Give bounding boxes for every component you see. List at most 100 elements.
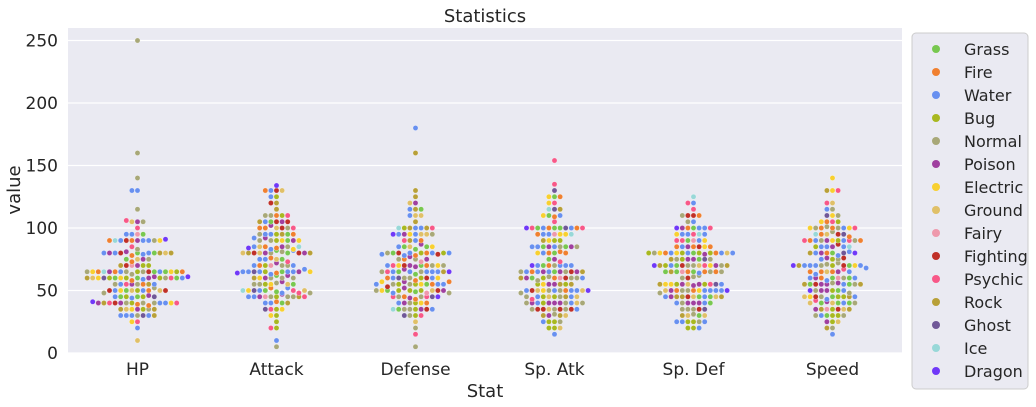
data-point bbox=[395, 293, 402, 300]
legend-label: Ground bbox=[964, 201, 1023, 220]
data-point bbox=[129, 300, 135, 306]
data-point bbox=[546, 312, 552, 319]
data-point bbox=[812, 225, 819, 231]
plot-area bbox=[68, 28, 902, 353]
data-point bbox=[824, 212, 830, 219]
data-point bbox=[846, 243, 853, 250]
data-point bbox=[273, 225, 280, 231]
data-point bbox=[546, 250, 552, 256]
data-point bbox=[268, 193, 274, 200]
data-point bbox=[134, 150, 141, 156]
data-point bbox=[412, 193, 419, 200]
data-point bbox=[140, 306, 146, 312]
data-point bbox=[273, 206, 280, 212]
data-point bbox=[679, 275, 686, 281]
data-point bbox=[818, 287, 825, 294]
data-point bbox=[651, 262, 658, 269]
data-point bbox=[701, 237, 708, 244]
data-point bbox=[407, 237, 413, 244]
data-point bbox=[846, 225, 853, 231]
data-point bbox=[835, 293, 841, 300]
data-point bbox=[145, 292, 152, 299]
data-point bbox=[140, 276, 146, 282]
data-point bbox=[540, 275, 547, 281]
data-point bbox=[724, 250, 730, 256]
data-point bbox=[84, 275, 90, 281]
data-point bbox=[546, 256, 552, 262]
x-tick-label: HP bbox=[126, 360, 149, 380]
data-point bbox=[534, 306, 541, 312]
data-point bbox=[829, 306, 836, 312]
data-point bbox=[106, 268, 113, 275]
data-point bbox=[384, 283, 391, 290]
data-point bbox=[157, 250, 163, 256]
data-point bbox=[145, 275, 152, 281]
data-point bbox=[296, 237, 302, 244]
data-point bbox=[551, 318, 558, 325]
data-point bbox=[151, 268, 158, 275]
data-point bbox=[562, 243, 569, 250]
data-point bbox=[557, 275, 563, 281]
data-point bbox=[423, 243, 430, 250]
data-point bbox=[279, 225, 285, 231]
data-point bbox=[829, 268, 836, 275]
data-point bbox=[384, 262, 391, 269]
data-point bbox=[557, 306, 563, 312]
data-point bbox=[696, 312, 702, 319]
data-point bbox=[412, 225, 419, 231]
data-point bbox=[429, 275, 436, 281]
data-point bbox=[284, 225, 291, 231]
data-point bbox=[718, 293, 725, 300]
data-point bbox=[440, 250, 447, 256]
data-point bbox=[801, 262, 808, 269]
data-point bbox=[690, 262, 697, 269]
data-point bbox=[262, 293, 269, 300]
data-point bbox=[290, 275, 297, 281]
data-point bbox=[673, 287, 680, 294]
data-point bbox=[112, 293, 118, 300]
data-point bbox=[685, 200, 691, 206]
data-point bbox=[668, 281, 674, 287]
data-point bbox=[818, 256, 825, 262]
data-point bbox=[685, 268, 691, 275]
data-point bbox=[846, 262, 853, 269]
data-point bbox=[185, 273, 191, 280]
data-point bbox=[273, 270, 280, 276]
data-point bbox=[657, 290, 663, 296]
data-point bbox=[713, 262, 719, 269]
data-point bbox=[407, 300, 413, 306]
data-point bbox=[696, 225, 702, 231]
data-point bbox=[140, 287, 146, 294]
data-point bbox=[557, 312, 563, 319]
data-point bbox=[284, 281, 291, 287]
data-point bbox=[857, 237, 864, 244]
data-point bbox=[179, 275, 186, 281]
data-point bbox=[129, 287, 135, 294]
data-point bbox=[690, 250, 697, 256]
data-point bbox=[290, 231, 297, 237]
data-point bbox=[673, 262, 680, 269]
data-point bbox=[696, 293, 702, 300]
data-point bbox=[673, 225, 680, 231]
data-point bbox=[540, 287, 547, 294]
data-point bbox=[95, 275, 102, 281]
data-point bbox=[401, 300, 408, 306]
data-point bbox=[673, 231, 680, 237]
data-point bbox=[812, 262, 819, 269]
data-point bbox=[657, 281, 663, 287]
data-point bbox=[395, 287, 402, 294]
data-point bbox=[412, 150, 419, 156]
data-point bbox=[307, 250, 313, 256]
data-point bbox=[568, 243, 575, 250]
data-point bbox=[101, 290, 107, 296]
data-point bbox=[418, 258, 424, 265]
data-point bbox=[546, 225, 552, 231]
data-point bbox=[807, 287, 813, 294]
data-point bbox=[523, 225, 530, 231]
data-point bbox=[268, 246, 274, 252]
data-point bbox=[662, 250, 669, 256]
data-point bbox=[123, 262, 130, 269]
data-point bbox=[251, 268, 257, 275]
data-point bbox=[423, 262, 430, 269]
data-point bbox=[707, 300, 714, 306]
